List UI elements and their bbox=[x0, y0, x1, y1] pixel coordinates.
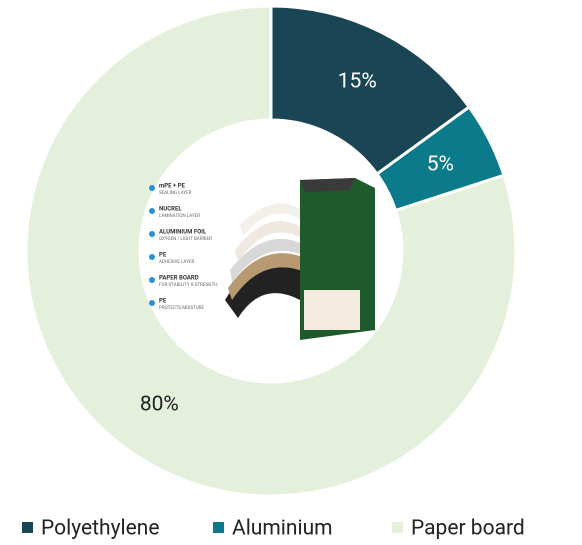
layer-bullet bbox=[149, 185, 155, 191]
legend-label: Paper board bbox=[411, 517, 525, 541]
layer-shape bbox=[235, 221, 305, 262]
layer-subtitle: SEALING LAYER bbox=[159, 190, 192, 196]
layer-subtitle: FOR STABILITY & STRENGTH bbox=[159, 282, 218, 288]
layer-subtitle: ADHESIVE LAYER bbox=[159, 259, 195, 265]
layer-shape bbox=[228, 253, 305, 300]
layer-subtitle: OXYGEN / LIGHT BARRIER bbox=[159, 236, 212, 242]
legend-swatch bbox=[213, 522, 224, 533]
layer-title: PAPER BOARD bbox=[159, 275, 199, 282]
legend-swatch bbox=[22, 522, 33, 533]
legend: Polyethylene Aluminium Paper board bbox=[22, 517, 525, 541]
center-illustration bbox=[140, 120, 402, 382]
slice-label: 15% bbox=[338, 69, 377, 93]
layer-bullet bbox=[149, 208, 155, 214]
layer-title: NUCREL bbox=[159, 206, 182, 213]
layer-bullet bbox=[149, 300, 155, 306]
carton-label bbox=[304, 290, 360, 330]
layer-bullet bbox=[149, 277, 155, 283]
layer-title: PE bbox=[159, 298, 167, 305]
layer-title: PE bbox=[159, 252, 167, 259]
slice-label: 5% bbox=[427, 152, 454, 176]
legend-swatch bbox=[392, 522, 403, 533]
slice-label: 80% bbox=[140, 392, 179, 416]
legend-label: Aluminium bbox=[232, 517, 333, 541]
slices bbox=[24, 4, 518, 498]
layer-subtitle: LAMINATION LAYER bbox=[159, 213, 200, 219]
layer-bullet bbox=[149, 254, 155, 260]
layer-shape bbox=[240, 203, 305, 236]
layer-bullet bbox=[149, 231, 155, 237]
layer-title: ALUMINIUM FOIL bbox=[159, 229, 207, 236]
layer-title: mPE + PE bbox=[159, 183, 186, 190]
legend-label: Polyethylene bbox=[41, 517, 159, 541]
layer-subtitle: PROTECTS MOISTURE bbox=[159, 305, 204, 311]
layer-shape bbox=[230, 238, 305, 282]
carton-top bbox=[300, 178, 355, 192]
